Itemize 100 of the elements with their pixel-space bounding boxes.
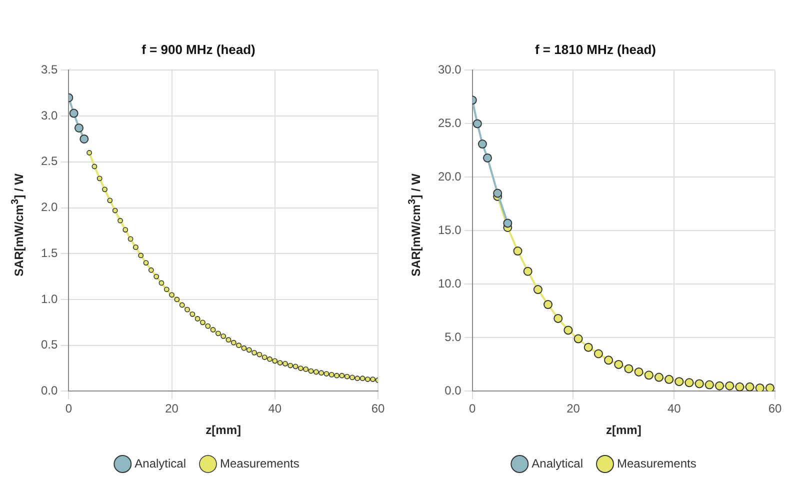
point <box>267 356 272 362</box>
x-tick-label: 0 <box>469 402 476 416</box>
point <box>574 334 583 344</box>
y-tick-label: 3.0 <box>40 108 58 122</box>
y-tick-label: 2.0 <box>40 200 58 214</box>
point <box>344 374 350 380</box>
y-tick-label: 0.0 <box>40 384 58 398</box>
point <box>594 349 603 358</box>
point <box>252 350 257 356</box>
point <box>174 296 180 302</box>
point <box>194 316 200 322</box>
point <box>564 326 573 335</box>
point <box>765 383 774 392</box>
point <box>482 153 492 162</box>
y-tick-label: 0.0 <box>444 384 462 398</box>
point <box>478 140 487 149</box>
y-tick-label: 30.0 <box>438 62 462 77</box>
point <box>210 327 216 332</box>
point <box>614 360 624 369</box>
legend-label: Measurements <box>616 456 696 470</box>
chart-title: f = 900 MHz (head) <box>140 42 256 57</box>
point <box>684 378 694 388</box>
point <box>96 176 102 182</box>
point <box>154 274 160 280</box>
point <box>493 188 502 198</box>
point <box>624 364 634 374</box>
chart-title: f = 1810 MHz (head) <box>534 42 657 57</box>
point <box>86 150 92 156</box>
y-tick-label: 10.0 <box>438 276 462 291</box>
point <box>634 367 644 376</box>
y-tick-label: 25.0 <box>438 116 462 130</box>
x-tick-label: 0 <box>65 402 72 416</box>
point <box>715 381 724 390</box>
point <box>544 300 553 310</box>
x-tick-label: 60 <box>371 402 385 416</box>
point <box>654 372 664 382</box>
point <box>523 266 532 276</box>
point <box>179 302 185 308</box>
point <box>350 374 355 380</box>
point <box>118 218 123 224</box>
x-tick-label: 20 <box>566 402 580 416</box>
point <box>674 377 684 386</box>
point <box>128 236 134 242</box>
point <box>288 362 294 368</box>
point <box>725 381 734 390</box>
point <box>513 246 522 256</box>
legend-label: Analytical <box>134 456 186 470</box>
point <box>102 186 108 192</box>
point <box>236 342 242 348</box>
x-tick-label: 40 <box>667 402 682 416</box>
point <box>107 198 113 204</box>
y-tick-label: 3.5 <box>40 62 58 77</box>
point <box>158 280 164 286</box>
point <box>112 208 118 214</box>
y-tick-label: 15.0 <box>438 223 462 238</box>
point <box>604 356 614 365</box>
y-tick-label: 20.0 <box>438 170 462 184</box>
point <box>318 370 324 376</box>
point <box>298 366 304 371</box>
point <box>122 227 128 232</box>
point <box>272 358 278 364</box>
x-axis-title: z[mm] <box>206 423 242 438</box>
point <box>241 345 247 351</box>
y-tick-label: 2.5 <box>40 154 58 168</box>
point <box>230 340 236 346</box>
point <box>328 372 334 378</box>
point <box>339 372 345 378</box>
point <box>220 333 226 339</box>
point <box>215 330 221 336</box>
point <box>664 374 674 384</box>
point <box>148 267 154 273</box>
point <box>190 311 196 317</box>
point <box>143 260 149 266</box>
point <box>256 352 262 358</box>
y-tick-label: 1.0 <box>40 292 58 306</box>
x-axis-title: z[mm] <box>606 423 642 438</box>
point <box>704 380 714 390</box>
legend-label: Analytical <box>532 456 583 470</box>
point <box>360 376 366 382</box>
y-tick-label: 1.5 <box>40 246 58 260</box>
point <box>354 376 360 382</box>
point <box>282 360 288 366</box>
point <box>277 360 283 366</box>
point <box>80 134 89 144</box>
point <box>472 119 482 128</box>
point <box>644 370 654 380</box>
legend-label: Measurements <box>220 456 300 470</box>
y-tick-label: 5.0 <box>444 330 462 344</box>
point <box>226 337 232 343</box>
point <box>755 383 764 392</box>
point <box>133 244 138 250</box>
y-tick-label: 0.5 <box>40 338 58 352</box>
x-tick-label: 60 <box>768 402 782 416</box>
point <box>138 252 144 258</box>
x-tick-label: 40 <box>268 402 282 416</box>
point <box>184 306 190 312</box>
point <box>554 314 563 323</box>
point <box>292 364 298 370</box>
point <box>313 369 319 375</box>
point <box>334 372 340 378</box>
